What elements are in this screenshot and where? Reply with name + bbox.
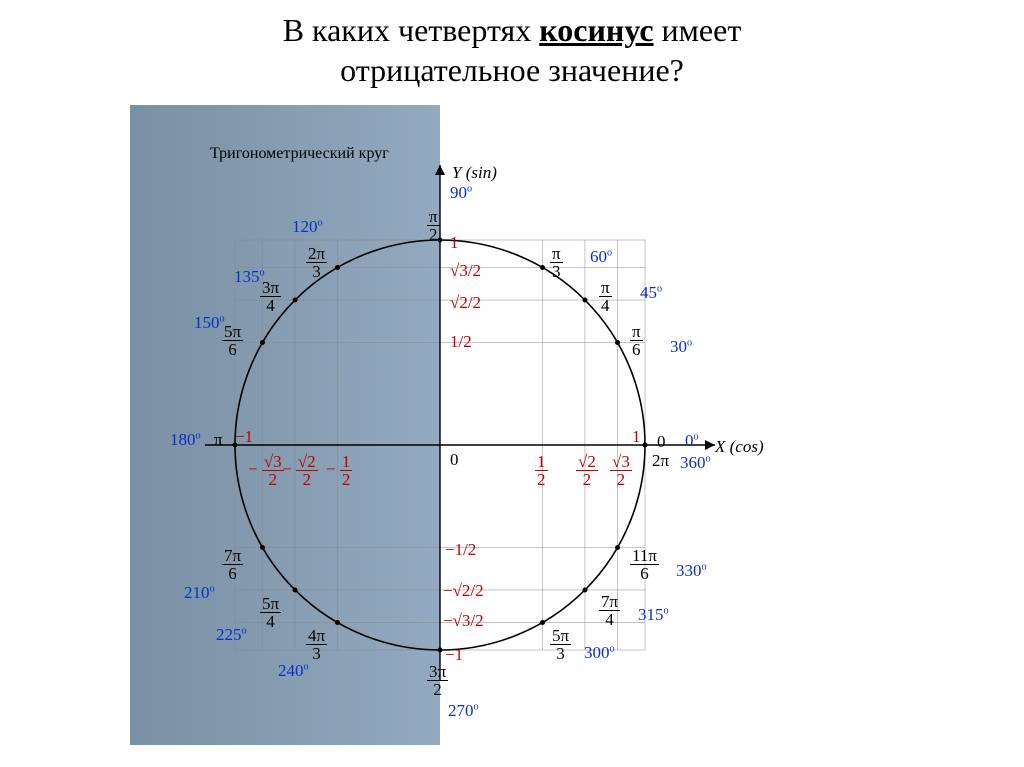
figure-caption: Тригонометрический круг	[210, 145, 389, 163]
label: 300o	[584, 643, 615, 663]
label: 60o	[590, 247, 612, 267]
label: √32	[610, 453, 632, 488]
label: 0	[657, 432, 666, 452]
label: 7π4	[599, 593, 620, 628]
label: −√2/2	[443, 581, 484, 601]
label: 12	[535, 453, 548, 488]
label: √2/2	[450, 293, 481, 313]
label: 45o	[640, 283, 662, 303]
label: 240o	[278, 661, 309, 681]
label: 210o	[184, 583, 215, 603]
label: 1	[450, 233, 459, 253]
label: π3	[550, 245, 563, 280]
label: 90o	[450, 183, 472, 203]
label: 5π4	[260, 595, 281, 630]
label: π2	[427, 208, 440, 243]
label: 3π2	[427, 663, 448, 698]
label: Y (sin)	[452, 163, 497, 183]
label: π6	[630, 323, 643, 358]
label: − √32	[248, 453, 284, 488]
label: 5π3	[550, 627, 571, 662]
label: 2π	[652, 451, 669, 471]
label: 0	[450, 450, 459, 470]
title-line-1b: имеет	[662, 12, 742, 48]
label: 4π3	[306, 627, 327, 662]
label: − 12	[326, 453, 352, 488]
label: 150o	[194, 313, 225, 333]
figure: Тригонометрический круг Y (sin)X (cos)00…	[130, 105, 900, 745]
label: − √22	[282, 453, 318, 488]
label: 11π6	[630, 547, 659, 582]
label: −√3/2	[443, 611, 484, 631]
label: 225o	[216, 625, 247, 645]
label: π4	[599, 279, 612, 314]
label: √3/2	[450, 261, 481, 281]
label: 30o	[670, 337, 692, 357]
label: 330o	[676, 561, 707, 581]
label: π	[214, 430, 223, 450]
title-line-1: В каких четвертях	[283, 12, 540, 48]
label: 360o	[680, 453, 711, 473]
title-line-2: отрицательное значение?	[340, 52, 684, 88]
label: 5π6	[222, 323, 243, 358]
label: −1	[235, 427, 253, 447]
label: 7π6	[222, 547, 243, 582]
label: −1/2	[445, 540, 476, 560]
label: 180o	[170, 430, 201, 450]
unit-circle-svg	[130, 105, 900, 745]
label: 0o	[685, 431, 699, 451]
title-underlined: косинус	[539, 12, 653, 48]
label: 1/2	[450, 332, 472, 352]
label: 120o	[292, 217, 323, 237]
label: 270o	[448, 701, 479, 721]
label: 135o	[234, 267, 265, 287]
label: X (cos)	[715, 437, 764, 457]
label: −1	[445, 645, 463, 665]
label: 2π3	[306, 245, 327, 280]
label: 1	[632, 427, 641, 447]
label: 315o	[638, 605, 669, 625]
title: В каких четвертях косинус имеет отрицате…	[0, 0, 1024, 90]
label: √22	[576, 453, 598, 488]
